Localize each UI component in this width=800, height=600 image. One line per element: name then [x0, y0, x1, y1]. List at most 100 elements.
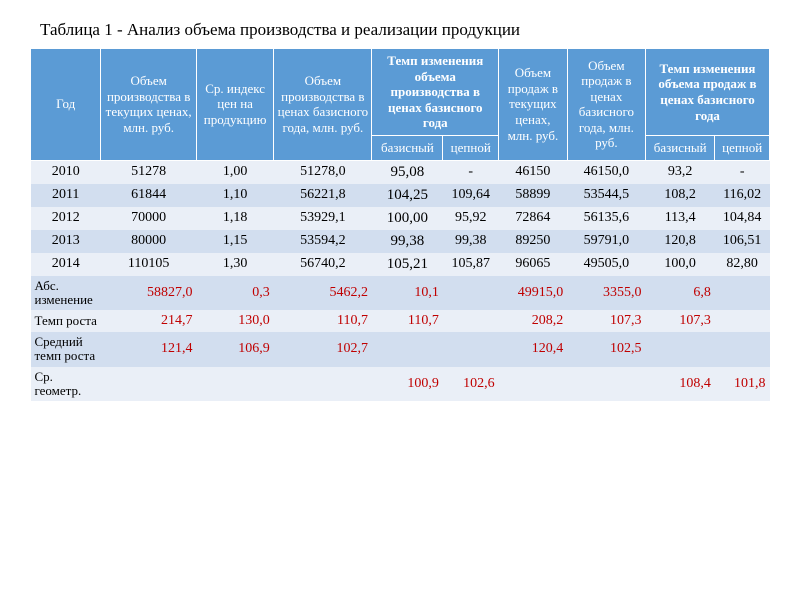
- cell: 2013: [31, 230, 101, 253]
- summary-cell: 130,0: [196, 310, 273, 332]
- header-row-1: Год Объем производства в текущих ценах, …: [31, 49, 770, 136]
- summary-cell: [443, 332, 499, 367]
- summary-cell: 107,3: [646, 310, 715, 332]
- col-prod-chain: цепной: [443, 135, 499, 160]
- cell: 120,8: [646, 230, 715, 253]
- summary-cell: 120,4: [499, 332, 568, 367]
- summary-label: Темп роста: [31, 310, 101, 332]
- summary-cell: [646, 332, 715, 367]
- summary-cell: 110,7: [274, 310, 372, 332]
- summary-cell: 102,7: [274, 332, 372, 367]
- summary-cell: [715, 332, 770, 367]
- summary-row: Средний темп роста121,4106,9102,7 120,410…: [31, 332, 770, 367]
- cell: 46150,0: [567, 160, 645, 184]
- summary-cell: 10,1: [372, 276, 443, 311]
- cell: 56221,8: [274, 184, 372, 207]
- cell: 49505,0: [567, 253, 645, 276]
- cell: 2014: [31, 253, 101, 276]
- cell: 1,30: [196, 253, 273, 276]
- summary-cell: 3355,0: [567, 276, 645, 311]
- summary-cell: [274, 367, 372, 402]
- data-table: Год Объем производства в текущих ценах, …: [30, 48, 770, 401]
- cell: 113,4: [646, 207, 715, 230]
- col-sales-base: Объем продаж в ценах базисного года, млн…: [567, 49, 645, 161]
- cell: 59791,0: [567, 230, 645, 253]
- cell: 1,10: [196, 184, 273, 207]
- cell: 106,51: [715, 230, 770, 253]
- cell: 110105: [101, 253, 197, 276]
- cell: 80000: [101, 230, 197, 253]
- summary-cell: [499, 367, 568, 402]
- cell: 104,25: [372, 184, 443, 207]
- col-prod-basis: базисный: [372, 135, 443, 160]
- summary-cell: 0,3: [196, 276, 273, 311]
- table-row: 2013800001,1553594,299,3899,388925059791…: [31, 230, 770, 253]
- summary-cell: 107,3: [567, 310, 645, 332]
- cell: 72864: [499, 207, 568, 230]
- cell: 96065: [499, 253, 568, 276]
- cell: 1,00: [196, 160, 273, 184]
- table-row: 2011618441,1056221,8104,25109,6458899535…: [31, 184, 770, 207]
- summary-cell: 58827,0: [101, 276, 197, 311]
- cell: 70000: [101, 207, 197, 230]
- col-year: Год: [31, 49, 101, 161]
- col-price-idx: Ср. индекс цен на продукцию: [196, 49, 273, 161]
- summary-row: Ср. геометр. 100,9102,6 108,4101,8: [31, 367, 770, 402]
- cell: 108,2: [646, 184, 715, 207]
- summary-cell: 5462,2: [274, 276, 372, 311]
- cell: 95,08: [372, 160, 443, 184]
- cell: 56135,6: [567, 207, 645, 230]
- cell: 100,00: [372, 207, 443, 230]
- cell: 53544,5: [567, 184, 645, 207]
- col-sales-chain: цепной: [715, 135, 770, 160]
- cell: 2011: [31, 184, 101, 207]
- summary-label: Ср. геометр.: [31, 367, 101, 402]
- cell: 58899: [499, 184, 568, 207]
- summary-cell: [715, 276, 770, 311]
- cell: 82,80: [715, 253, 770, 276]
- cell: 61844: [101, 184, 197, 207]
- summary-cell: [443, 276, 499, 311]
- table-row: 2012700001,1853929,1100,0095,92728645613…: [31, 207, 770, 230]
- summary-cell: 110,7: [372, 310, 443, 332]
- cell: 104,84: [715, 207, 770, 230]
- summary-row: Темп роста214,7130,0110,7110,7208,2107,3…: [31, 310, 770, 332]
- cell: 2010: [31, 160, 101, 184]
- cell: 105,21: [372, 253, 443, 276]
- cell: 1,18: [196, 207, 273, 230]
- table-title: Таблица 1 - Анализ объема производства и…: [40, 20, 770, 40]
- col-prod-cur: Объем производства в текущих ценах, млн.…: [101, 49, 197, 161]
- cell: 1,15: [196, 230, 273, 253]
- summary-cell: 101,8: [715, 367, 770, 402]
- summary-cell: 208,2: [499, 310, 568, 332]
- summary-cell: 102,5: [567, 332, 645, 367]
- summary-cell: 214,7: [101, 310, 197, 332]
- summary-label: Средний темп роста: [31, 332, 101, 367]
- summary-cell: 106,9: [196, 332, 273, 367]
- cell: 53929,1: [274, 207, 372, 230]
- cell: -: [443, 160, 499, 184]
- col-sales-rate-group: Темп изменения объема продаж в ценах баз…: [646, 49, 770, 136]
- summary-label: Абс. изменение: [31, 276, 101, 311]
- summary-cell: 6,8: [646, 276, 715, 311]
- cell: 53594,2: [274, 230, 372, 253]
- col-prod-base: Объем производства в ценах базисного год…: [274, 49, 372, 161]
- cell: 100,0: [646, 253, 715, 276]
- summary-cell: 108,4: [646, 367, 715, 402]
- cell: 99,38: [372, 230, 443, 253]
- cell: -: [715, 160, 770, 184]
- cell: 95,92: [443, 207, 499, 230]
- table-row: 2010512781,0051278,095,08-4615046150,093…: [31, 160, 770, 184]
- summary-cell: 121,4: [101, 332, 197, 367]
- summary-cell: [567, 367, 645, 402]
- summary-cell: [715, 310, 770, 332]
- summary-cell: 102,6: [443, 367, 499, 402]
- summary-cell: [443, 310, 499, 332]
- cell: 99,38: [443, 230, 499, 253]
- cell: 2012: [31, 207, 101, 230]
- cell: 56740,2: [274, 253, 372, 276]
- cell: 89250: [499, 230, 568, 253]
- cell: 46150: [499, 160, 568, 184]
- summary-cell: 100,9: [372, 367, 443, 402]
- summary-cell: [101, 367, 197, 402]
